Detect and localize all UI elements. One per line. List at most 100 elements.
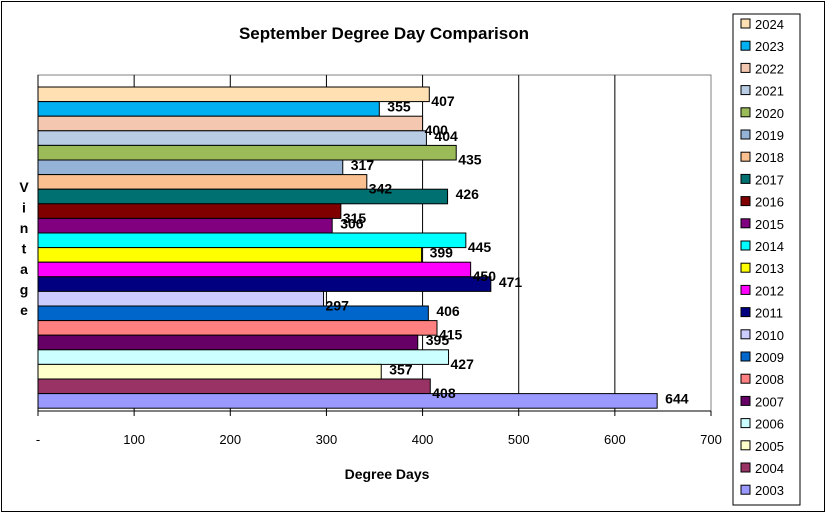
legend-swatch-2017	[740, 173, 751, 184]
legend-label-2016: 2016	[755, 195, 784, 210]
data-label-2010: 297	[326, 297, 350, 313]
y-axis-title-letter: n	[20, 220, 29, 236]
bar-2015	[37, 217, 333, 234]
data-label-2007: 395	[426, 332, 450, 348]
data-label-2006: 427	[451, 356, 475, 372]
legend-label-2009: 2009	[755, 350, 784, 365]
x-axis-ticks: - 100 200 300 400 500 600 700	[36, 411, 722, 447]
data-label-2012: 450	[473, 268, 497, 284]
y-axis-title-letter: V	[19, 179, 29, 195]
y-axis-title-letter: i	[22, 200, 26, 216]
legend-swatch-2020	[740, 107, 751, 118]
chart-title: September Degree Day Comparison	[239, 24, 529, 43]
data-label-2009: 406	[436, 303, 460, 319]
data-label-2022: 400	[425, 122, 449, 138]
data-label-2018: 342	[369, 181, 393, 197]
bar-2014	[37, 232, 467, 249]
bar-2019	[37, 159, 344, 176]
legend-label-2021: 2021	[755, 84, 784, 99]
bar-2007	[37, 334, 419, 351]
legend-label-2011: 2011	[755, 306, 783, 321]
data-label-2014: 445	[468, 239, 492, 255]
legend-swatch-2021	[740, 85, 751, 96]
legend-label-2010: 2010	[755, 328, 784, 343]
legend-swatch-2012	[740, 284, 751, 295]
data-label-2004: 408	[432, 385, 456, 401]
legend-swatch-2010	[740, 329, 751, 340]
legend-label-2022: 2022	[755, 61, 784, 76]
x-tick-label: 500	[508, 432, 530, 447]
legend-label-2006: 2006	[755, 417, 784, 432]
legend-label-2024: 2024	[755, 17, 784, 32]
legend-swatch-2019	[740, 129, 751, 140]
data-label-2015: 306	[340, 215, 364, 231]
legend-swatch-2016	[740, 196, 751, 207]
legend-label-2018: 2018	[755, 150, 784, 165]
bar-2020	[37, 144, 457, 161]
data-label-2005: 357	[389, 361, 413, 377]
x-tick-label: 600	[604, 432, 626, 447]
legend-swatch-2013	[740, 262, 751, 273]
bar-2009	[37, 305, 429, 322]
legend-label-2005: 2005	[755, 439, 784, 454]
legend-label-2014: 2014	[755, 239, 784, 254]
data-label-2020: 435	[458, 151, 482, 167]
data-label-2008: 415	[439, 327, 463, 343]
x-tick-label: 200	[219, 432, 241, 447]
bar-2003	[37, 393, 658, 409]
y-axis-title-letter: a	[20, 261, 28, 277]
legend-swatch-2023	[740, 40, 751, 51]
x-tick-label: 100	[123, 432, 145, 447]
x-tick-label: -	[36, 432, 40, 447]
bar-2010	[37, 290, 325, 307]
legend-label-2012: 2012	[755, 283, 784, 298]
bar-2016	[37, 203, 342, 219]
bar-2021	[37, 130, 427, 146]
legend-swatch-2015	[740, 218, 751, 229]
data-label-2021: 404	[434, 128, 458, 144]
legend-label-2003: 2003	[755, 483, 784, 498]
legend-label-2023: 2023	[755, 39, 784, 54]
legend: 2024 2023 2022 2021 2020 2019 2018 2017 2016 2015…	[732, 13, 801, 506]
legend-swatch-2007	[740, 395, 751, 406]
data-label-2013: 399	[430, 245, 454, 261]
legend-label-2008: 2008	[755, 372, 784, 387]
data-label-2016: 315	[343, 210, 367, 226]
legend-swatch-2006	[740, 418, 751, 429]
legend-label-2019: 2019	[755, 128, 784, 143]
legend-swatch-2008	[740, 373, 751, 384]
data-label-2017: 426	[456, 186, 480, 202]
data-label-2011: 471	[499, 274, 523, 290]
bar-2023	[37, 101, 380, 117]
legend-swatch-2009	[740, 351, 751, 362]
bar-2011	[37, 276, 492, 292]
bar-2004	[37, 378, 431, 395]
legend-label-2017: 2017	[755, 172, 784, 187]
data-label-2024: 407	[431, 93, 455, 109]
data-label-2023: 355	[387, 99, 411, 115]
legend-swatch-2004	[740, 462, 751, 473]
bar-2005	[37, 363, 382, 380]
legend-label-2015: 2015	[755, 217, 784, 232]
bar-2012	[37, 261, 472, 278]
bar-2013	[37, 247, 423, 263]
legend-swatch-2024	[740, 18, 751, 29]
legend-swatch-2018	[740, 151, 751, 162]
y-axis-title-letter: t	[22, 241, 27, 257]
legend-swatch-2011	[740, 307, 751, 318]
x-tick-label: 400	[412, 432, 434, 447]
legend-swatch-2005	[740, 440, 751, 451]
legend-label-2007: 2007	[755, 394, 784, 409]
x-tick-label: 700	[700, 432, 722, 447]
legend-label-2004: 2004	[755, 461, 784, 476]
y-axis-title-letter: g	[20, 282, 29, 298]
bar-2008	[37, 320, 438, 336]
bar-2018	[37, 174, 368, 190]
x-tick-label: 300	[316, 432, 338, 447]
legend-swatch-2022	[740, 62, 751, 73]
legend-swatch-2014	[740, 240, 751, 251]
legend-label-2013: 2013	[755, 261, 784, 276]
